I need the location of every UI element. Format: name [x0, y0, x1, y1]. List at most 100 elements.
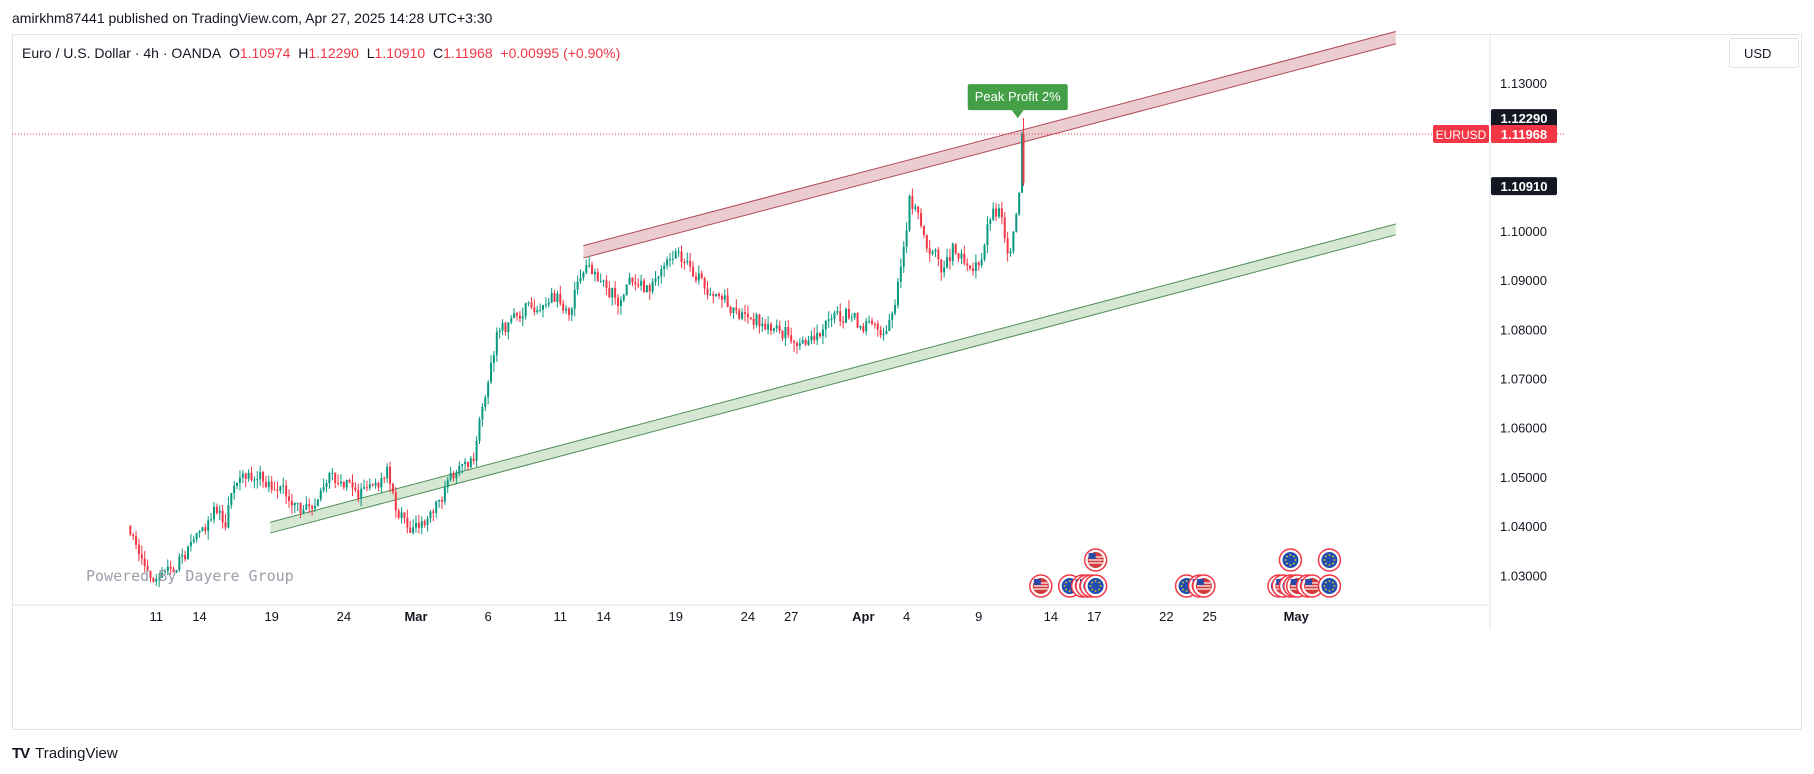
candle[interactable]	[588, 256, 591, 269]
candle[interactable]	[553, 289, 556, 303]
candle[interactable]	[790, 327, 793, 344]
candle[interactable]	[663, 262, 666, 277]
candle-body[interactable]	[530, 302, 533, 308]
candle[interactable]	[642, 278, 645, 293]
candle-body[interactable]	[478, 419, 481, 441]
candle[interactable]	[723, 289, 726, 304]
candle-body[interactable]	[896, 281, 899, 306]
candle-body[interactable]	[559, 293, 562, 304]
candle-body[interactable]	[946, 257, 949, 268]
candle-body[interactable]	[132, 534, 135, 537]
candle-body[interactable]	[565, 308, 568, 311]
candle[interactable]	[853, 312, 856, 321]
candle[interactable]	[163, 568, 166, 574]
candle-body[interactable]	[371, 484, 374, 486]
candle-body[interactable]	[957, 253, 960, 259]
candle-body[interactable]	[876, 323, 879, 330]
candle[interactable]	[637, 278, 640, 289]
candle[interactable]	[749, 317, 752, 321]
candle[interactable]	[879, 325, 882, 339]
candle-body[interactable]	[544, 304, 547, 306]
candle-body[interactable]	[166, 566, 169, 572]
candle[interactable]	[386, 463, 389, 483]
candle[interactable]	[992, 202, 995, 222]
candle-body[interactable]	[816, 332, 819, 341]
candle-body[interactable]	[236, 482, 239, 486]
candle-body[interactable]	[140, 554, 143, 559]
candle[interactable]	[345, 479, 348, 491]
candle-body[interactable]	[625, 284, 628, 296]
candle-body[interactable]	[619, 300, 622, 306]
candle-body[interactable]	[207, 520, 210, 531]
chart-frame[interactable]	[12, 34, 1802, 730]
candle-body[interactable]	[195, 532, 198, 540]
candle[interactable]	[787, 319, 790, 339]
candle-body[interactable]	[221, 510, 224, 523]
symbol-legend[interactable]: Euro / U.S. Dollar · 4h · OANDA O1.10974…	[22, 45, 620, 61]
candle-body[interactable]	[244, 473, 247, 479]
candle[interactable]	[920, 208, 923, 229]
candle[interactable]	[270, 476, 273, 494]
candle-body[interactable]	[862, 325, 865, 332]
candle[interactable]	[914, 203, 917, 212]
candle[interactable]	[316, 499, 319, 507]
candle[interactable]	[1009, 247, 1012, 257]
candle-body[interactable]	[579, 277, 582, 282]
candle-body[interactable]	[391, 483, 394, 493]
candle-body[interactable]	[475, 440, 478, 461]
candle[interactable]	[567, 307, 570, 321]
candle-body[interactable]	[253, 479, 256, 481]
candle-body[interactable]	[614, 287, 617, 298]
candle-body[interactable]	[256, 479, 259, 481]
candle[interactable]	[201, 526, 204, 532]
candle[interactable]	[389, 461, 392, 493]
candle-body[interactable]	[380, 478, 383, 488]
candle[interactable]	[490, 355, 493, 384]
candle-body[interactable]	[550, 292, 553, 303]
candle[interactable]	[1000, 202, 1003, 225]
candle-body[interactable]	[966, 263, 969, 266]
candle[interactable]	[593, 268, 596, 282]
candle[interactable]	[845, 307, 848, 324]
candle[interactable]	[888, 313, 891, 332]
price-label-box[interactable]	[1491, 125, 1557, 144]
candle[interactable]	[296, 502, 299, 512]
candle[interactable]	[706, 281, 709, 300]
candle-body[interactable]	[686, 261, 689, 263]
candle[interactable]	[784, 320, 787, 346]
candle[interactable]	[758, 313, 761, 334]
candle[interactable]	[452, 470, 455, 482]
candle-body[interactable]	[631, 277, 634, 283]
candle-body[interactable]	[666, 259, 669, 266]
candle[interactable]	[244, 472, 247, 488]
candle[interactable]	[720, 293, 723, 309]
candle[interactable]	[995, 202, 998, 221]
candle-body[interactable]	[602, 280, 605, 282]
candle[interactable]	[192, 535, 195, 544]
candle[interactable]	[683, 258, 686, 270]
candle-body[interactable]	[1003, 217, 1006, 239]
candle[interactable]	[339, 474, 342, 487]
candle[interactable]	[862, 322, 865, 334]
candle-body[interactable]	[435, 501, 438, 513]
candle-body[interactable]	[969, 265, 972, 269]
candle-body[interactable]	[570, 308, 573, 315]
candle[interactable]	[969, 265, 972, 271]
candle-body[interactable]	[184, 554, 187, 560]
candle[interactable]	[227, 496, 230, 529]
candle-body[interactable]	[1000, 208, 1003, 218]
candle-body[interactable]	[466, 461, 469, 468]
candle-body[interactable]	[276, 489, 279, 491]
candle-body[interactable]	[778, 325, 781, 331]
candle-body[interactable]	[813, 335, 816, 341]
candle[interactable]	[931, 249, 934, 256]
candle-body[interactable]	[446, 479, 449, 488]
candle-body[interactable]	[227, 504, 230, 528]
candle-body[interactable]	[787, 327, 790, 335]
candle[interactable]	[247, 469, 250, 482]
candle[interactable]	[651, 278, 654, 295]
candle[interactable]	[839, 303, 842, 327]
candle-body[interactable]	[155, 578, 158, 582]
candle-body[interactable]	[582, 272, 585, 278]
candle[interactable]	[458, 461, 461, 477]
